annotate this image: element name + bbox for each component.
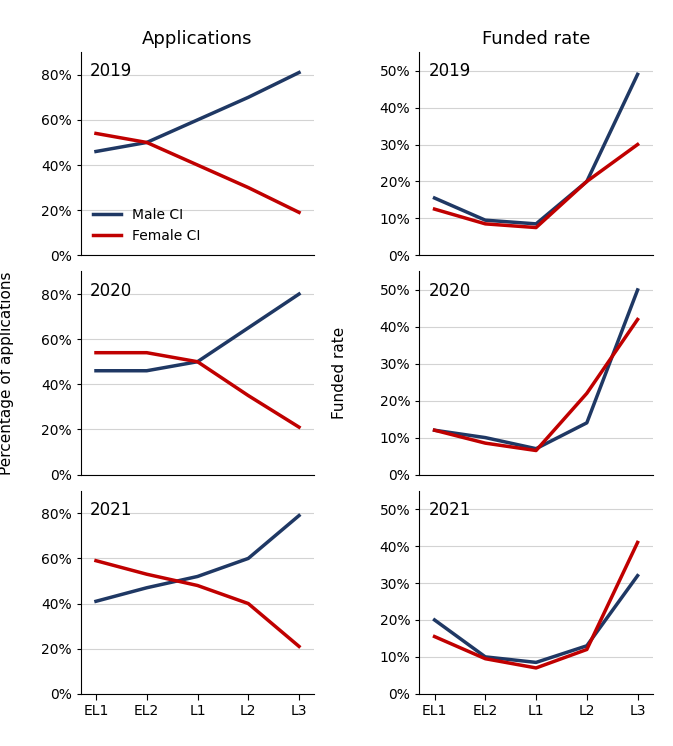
Legend: Male CI, Female CI: Male CI, Female CI — [87, 202, 206, 248]
Title: Funded rate: Funded rate — [482, 30, 590, 48]
Text: 2021: 2021 — [429, 501, 471, 519]
Text: 2019: 2019 — [429, 63, 471, 81]
Text: 2019: 2019 — [90, 63, 133, 81]
Text: 2021: 2021 — [90, 501, 133, 519]
Text: 2020: 2020 — [90, 282, 133, 300]
Title: Applications: Applications — [142, 30, 253, 48]
Text: Funded rate: Funded rate — [332, 327, 347, 419]
Text: 2020: 2020 — [429, 282, 471, 300]
Text: Percentage of applications: Percentage of applications — [0, 272, 14, 474]
